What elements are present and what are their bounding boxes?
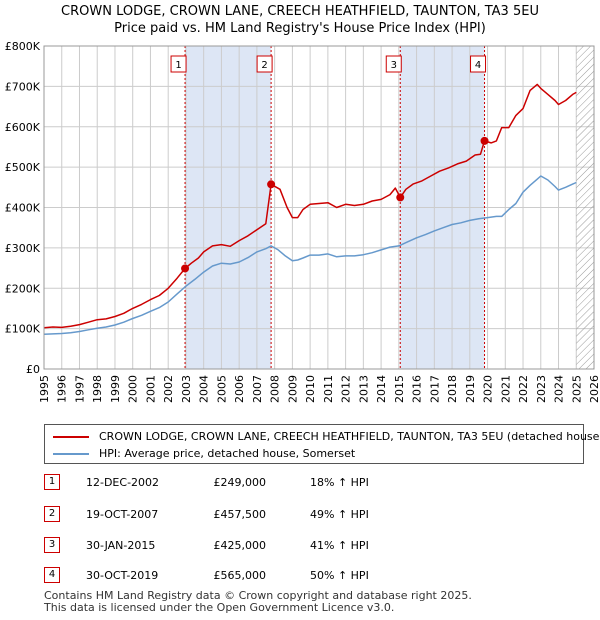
transaction-price: £565,000: [213, 569, 267, 582]
x-tick-label: 2015: [393, 375, 406, 403]
footer-licence: This data is licensed under the Open Gov…: [44, 601, 395, 614]
transaction-row: 1 12-DEC-2002 £249,000 18% ↑ HPI: [0, 473, 600, 493]
x-tick-label: 2007: [251, 375, 264, 403]
y-tick-label: £600K: [5, 121, 41, 134]
x-tick-label: 2003: [180, 375, 193, 403]
y-tick-label: £500K: [5, 161, 41, 174]
x-tick-label: 1995: [38, 375, 51, 403]
sale-marker-label: 1: [175, 60, 181, 71]
transaction-date: 30-OCT-2019: [86, 569, 159, 582]
x-tick-label: 2026: [588, 375, 600, 403]
legend-label-property: CROWN LODGE, CROWN LANE, CREECH HEATHFIE…: [99, 430, 600, 443]
legend-label-hpi: HPI: Average price, detached house, Some…: [99, 447, 356, 460]
x-tick-label: 2025: [570, 375, 583, 403]
footer-copyright: Contains HM Land Registry data © Crown c…: [44, 589, 472, 602]
chart-title: CROWN LODGE, CROWN LANE, CREECH HEATHFIE…: [61, 4, 539, 19]
transaction-number: 2: [44, 506, 60, 522]
x-tick-label: 2011: [322, 375, 335, 403]
transaction-price: £457,500: [213, 508, 267, 521]
x-tick-label: 2000: [127, 375, 140, 403]
y-tick-label: £800K: [5, 40, 41, 53]
y-tick-label: £700K: [5, 80, 41, 93]
x-tick-label: 2012: [340, 375, 353, 403]
x-tick-label: 2010: [304, 375, 317, 403]
x-tick-label: 1998: [91, 375, 104, 403]
chart-subtitle: Price paid vs. HM Land Registry's House …: [114, 21, 486, 36]
x-tick-label: 1997: [73, 375, 86, 403]
sale-marker-label: 4: [475, 60, 481, 71]
x-tick-label: 2018: [446, 375, 459, 403]
legend-swatch-hpi: [53, 453, 89, 455]
transaction-row: 3 30-JAN-2015 £425,000 41% ↑ HPI: [0, 536, 600, 556]
forecast-hatch: [576, 46, 594, 369]
x-tick-label: 2002: [162, 375, 175, 403]
transaction-hpi: 50% ↑ HPI: [310, 569, 369, 582]
sale-marker-box: [470, 55, 487, 73]
x-tick-label: 2023: [535, 375, 548, 403]
x-tick-label: 2008: [269, 375, 282, 403]
transaction-row: 4 30-OCT-2019 £565,000 50% ↑ HPI: [0, 566, 600, 586]
x-tick-label: 2001: [144, 375, 157, 403]
transaction-date: 30-JAN-2015: [86, 539, 156, 552]
transaction-date: 12-DEC-2002: [86, 476, 160, 489]
x-tick-label: 1996: [56, 375, 69, 403]
x-tick-label: 2014: [375, 375, 388, 403]
transaction-number: 3: [44, 537, 60, 553]
x-tick-label: 1999: [109, 375, 122, 403]
legend: CROWN LODGE, CROWN LANE, CREECH HEATHFIE…: [44, 424, 600, 464]
legend-swatch-property: [53, 436, 89, 438]
sale-marker-box: [170, 55, 187, 73]
sale-marker-label: 2: [261, 60, 267, 71]
transaction-hpi: 41% ↑ HPI: [310, 539, 369, 552]
x-tick-label: 2016: [411, 375, 424, 403]
transaction-number: 4: [44, 567, 60, 583]
transaction-price: £249,000: [213, 476, 267, 489]
x-tick-label: 2020: [482, 375, 495, 403]
x-tick-label: 2013: [357, 375, 370, 403]
y-tick-label: £200K: [5, 282, 41, 295]
sale-marker-box: [256, 55, 273, 73]
y-tick-label: £400K: [5, 202, 41, 215]
x-tick-label: 2009: [286, 375, 299, 403]
transaction-hpi: 49% ↑ HPI: [310, 508, 369, 521]
sale-marker-label: 3: [391, 60, 397, 71]
transaction-price: £425,000: [213, 539, 267, 552]
price-chart: 1 2 3 4 £0 £100K £200K £300K £400K £500K £600K £70…: [5, 40, 600, 403]
footer: Contains HM Land Registry data © Crown c…: [44, 590, 472, 614]
transaction-date: 19-OCT-2007: [86, 508, 159, 521]
sale-point: [396, 193, 405, 202]
x-tick-label: 2024: [553, 375, 566, 403]
x-tick-label: 2019: [464, 375, 477, 403]
plot-frame: [43, 45, 595, 370]
transaction-hpi: 18% ↑ HPI: [310, 476, 369, 489]
x-tick-label: 2017: [428, 375, 441, 403]
sale-point: [480, 136, 489, 145]
sale-marker-box: [385, 55, 402, 73]
x-tick-label: 2022: [517, 375, 530, 403]
transaction-row: 2 19-OCT-2007 £457,500 49% ↑ HPI: [0, 505, 600, 525]
y-tick-label: £0: [26, 363, 40, 376]
property-price-line: [43, 83, 577, 329]
hpi-line: [43, 175, 577, 336]
x-tick-label: 2004: [198, 375, 211, 403]
sale-point: [267, 180, 276, 189]
sale-point: [181, 264, 190, 273]
transaction-number: 1: [44, 474, 60, 490]
y-tick-label: £100K: [5, 323, 41, 336]
x-tick-label: 2005: [215, 375, 228, 403]
x-tick-label: 2021: [499, 375, 512, 403]
x-tick-label: 2006: [233, 375, 246, 403]
y-tick-label: £300K: [5, 242, 41, 255]
